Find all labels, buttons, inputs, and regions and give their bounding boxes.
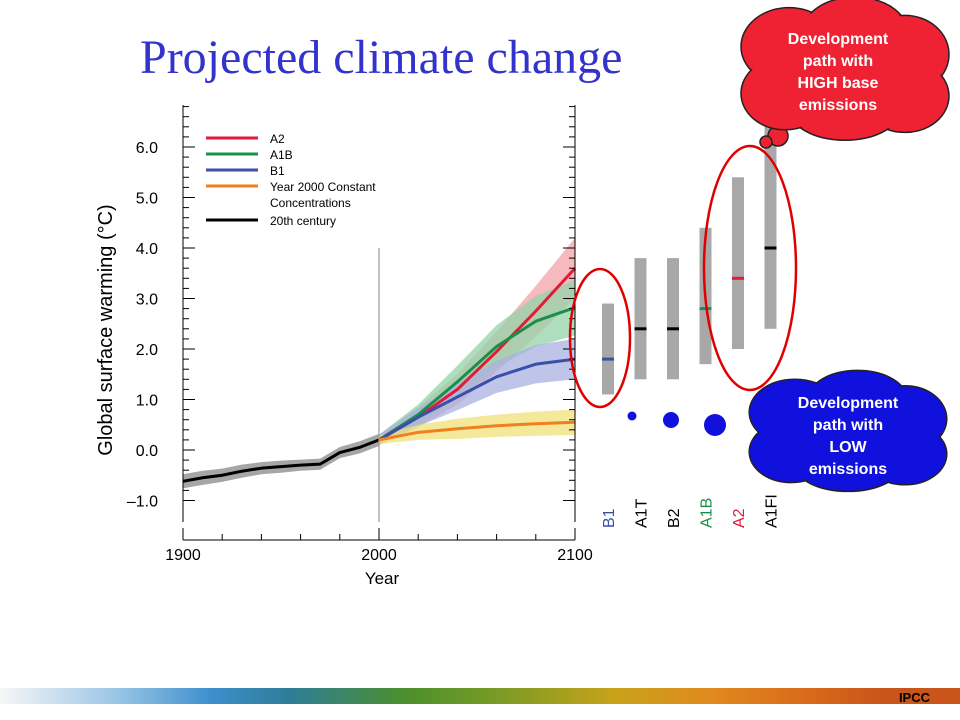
x-tick-label: 1900: [165, 547, 201, 564]
x-tick-label: 2100: [557, 547, 593, 564]
high-emissions-callout: [740, 0, 950, 141]
series-line-2: [378, 306, 576, 442]
series-line-4: [378, 420, 576, 442]
scenario-label: A1T: [634, 498, 651, 528]
high-callout-text: Development: [788, 31, 889, 48]
low-emissions-callout: [748, 369, 948, 493]
legend-label: B1: [270, 164, 285, 178]
scenario-bar-b1: [602, 303, 614, 395]
x-axis-label: Year: [365, 569, 400, 588]
plot-frame: [182, 105, 576, 522]
cloud-fill: [742, 58, 828, 129]
legend-label-line2: Concentrations: [270, 196, 351, 210]
legend-label: Year 2000 Constant: [270, 180, 376, 194]
low-callout-text: LOW: [829, 439, 867, 456]
scenario-label: B1: [601, 508, 618, 528]
y-tick-label: 2.0: [136, 342, 158, 359]
low-callout-text: Development: [798, 395, 899, 412]
y-axis-label: Global surface warming (°C): [95, 204, 117, 455]
legend-label: 20th century: [270, 214, 336, 228]
y-tick-label: 3.0: [136, 292, 158, 309]
y-tick-label: 0.0: [136, 443, 158, 460]
series-line-0: [182, 438, 380, 483]
cloud-fill: [750, 422, 832, 482]
high-callout-text: HIGH base: [798, 75, 879, 92]
emission-dot-small: [627, 411, 637, 421]
high-callout-text: path with: [803, 53, 873, 70]
annotations: Development path with HIGH base emissions De…: [568, 0, 950, 493]
high-callout-text: emissions: [799, 97, 877, 114]
scenario-label: A2: [731, 508, 748, 528]
scenario-bar-b2: [667, 258, 679, 380]
series-lines: [182, 267, 577, 483]
y-tick-label: 4.0: [136, 241, 158, 258]
footer-gradient-bar: [0, 688, 960, 704]
emission-dot-medium: [663, 412, 679, 428]
high-scenario-ellipse: [702, 144, 798, 392]
y-tick-label: 6.0: [136, 140, 158, 157]
scenario-label: A1B: [699, 498, 716, 528]
band-0: [183, 433, 379, 489]
y-tick-label: 5.0: [136, 191, 158, 208]
band-3: [379, 338, 575, 445]
chart-legend: A2 A1B B1 Year 2000 Constant Concentrations 2…: [206, 132, 376, 228]
source-label: IPCC: [898, 690, 930, 705]
legend-label: A2: [270, 132, 285, 146]
legend-label: A1B: [270, 148, 293, 162]
plot-axes: –1.0 0.0 1.0 2.0 3.0 4.0 5.0 6.0 1900 2000 2100: [127, 106, 593, 564]
scenario-range-bars: B1 A1T B2 A1B A2 A1FI: [601, 126, 781, 528]
y-tick-label: 1.0: [136, 393, 158, 410]
low-callout-text: path with: [813, 417, 883, 434]
scenario-label: B2: [666, 508, 683, 528]
callout-bubble-tiny: [759, 135, 773, 149]
page-title: Projected climate change: [140, 31, 623, 84]
scenario-label: A1FI: [764, 494, 781, 528]
low-scenario-ellipse: [568, 267, 632, 409]
low-callout-text: emissions: [809, 461, 887, 478]
scenario-bar-a2: [732, 177, 744, 349]
scenario-bar-a1t: [634, 258, 647, 380]
emission-dot-large: [704, 414, 726, 436]
series-line-3: [378, 357, 576, 442]
x-tick-label: 2000: [361, 547, 397, 564]
y-tick-label: –1.0: [127, 494, 158, 511]
scenario-bar-a1fi: [764, 126, 777, 329]
